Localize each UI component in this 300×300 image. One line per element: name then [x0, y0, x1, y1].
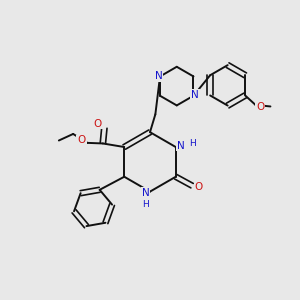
Text: O: O — [194, 182, 203, 192]
Text: H: H — [142, 200, 149, 208]
Text: N: N — [155, 71, 162, 81]
Text: H: H — [189, 139, 196, 148]
Text: O: O — [256, 102, 264, 112]
Text: N: N — [191, 90, 199, 100]
Text: N: N — [177, 140, 185, 151]
Text: N: N — [142, 188, 149, 198]
Text: O: O — [77, 136, 86, 146]
Text: O: O — [94, 118, 102, 128]
